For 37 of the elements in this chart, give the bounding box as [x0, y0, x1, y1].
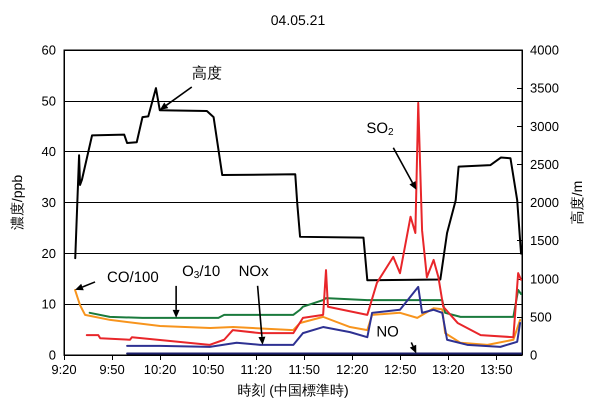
annotation: CO/100 — [107, 268, 159, 286]
y2-tick-label: 1500 — [530, 233, 559, 248]
y-tick-label: 40 — [42, 144, 56, 160]
line-series — [86, 102, 522, 346]
annotation: NO — [376, 323, 399, 340]
y2-axis-title: 高度/m — [568, 180, 585, 224]
x-tick-label: 12:50 — [384, 362, 417, 377]
y2-tick-label: 3500 — [530, 80, 559, 96]
y-axis-title: 濃度/ppb — [9, 174, 25, 230]
y-tick-label: 20 — [42, 246, 56, 261]
y2-tick-label: 4000 — [530, 42, 559, 58]
x-tick-label: 11:20 — [240, 362, 272, 377]
x-tick-label: 9:50 — [99, 362, 125, 377]
y2-tick-label: 500 — [530, 309, 552, 324]
annotation: NOx — [238, 262, 270, 280]
annotation: 高度 — [192, 64, 222, 82]
y-tick-label: 50 — [42, 93, 56, 108]
x-tick-label: 10:20 — [144, 362, 176, 377]
chart-title: 04.05.21 — [270, 12, 326, 28]
x-tick-label: 9:20 — [51, 362, 77, 377]
y-tick-label: 10 — [42, 296, 56, 312]
x-tick-label: 12:20 — [336, 362, 369, 377]
x-tick-label: 13:20 — [432, 362, 465, 377]
x-tick-label: 13:50 — [480, 362, 513, 377]
y2-tick-label: 2000 — [530, 195, 559, 210]
x-tick-label: 10:50 — [192, 362, 224, 377]
line-series — [88, 288, 522, 319]
line-series — [126, 286, 522, 348]
y2-tick-label: 3000 — [530, 118, 559, 134]
y2-tick-label: 1000 — [530, 271, 559, 286]
y2-tick-label: 0 — [530, 348, 538, 362]
y-tick-label: 60 — [42, 42, 56, 58]
y-tick-label: 0 — [48, 348, 56, 362]
y2-tick-label: 2500 — [530, 156, 559, 172]
x-tick-label: 11:50 — [288, 362, 320, 377]
x-axis-title: 時刻 (中国標準時) — [237, 382, 349, 398]
y-tick-label: 30 — [42, 195, 56, 210]
